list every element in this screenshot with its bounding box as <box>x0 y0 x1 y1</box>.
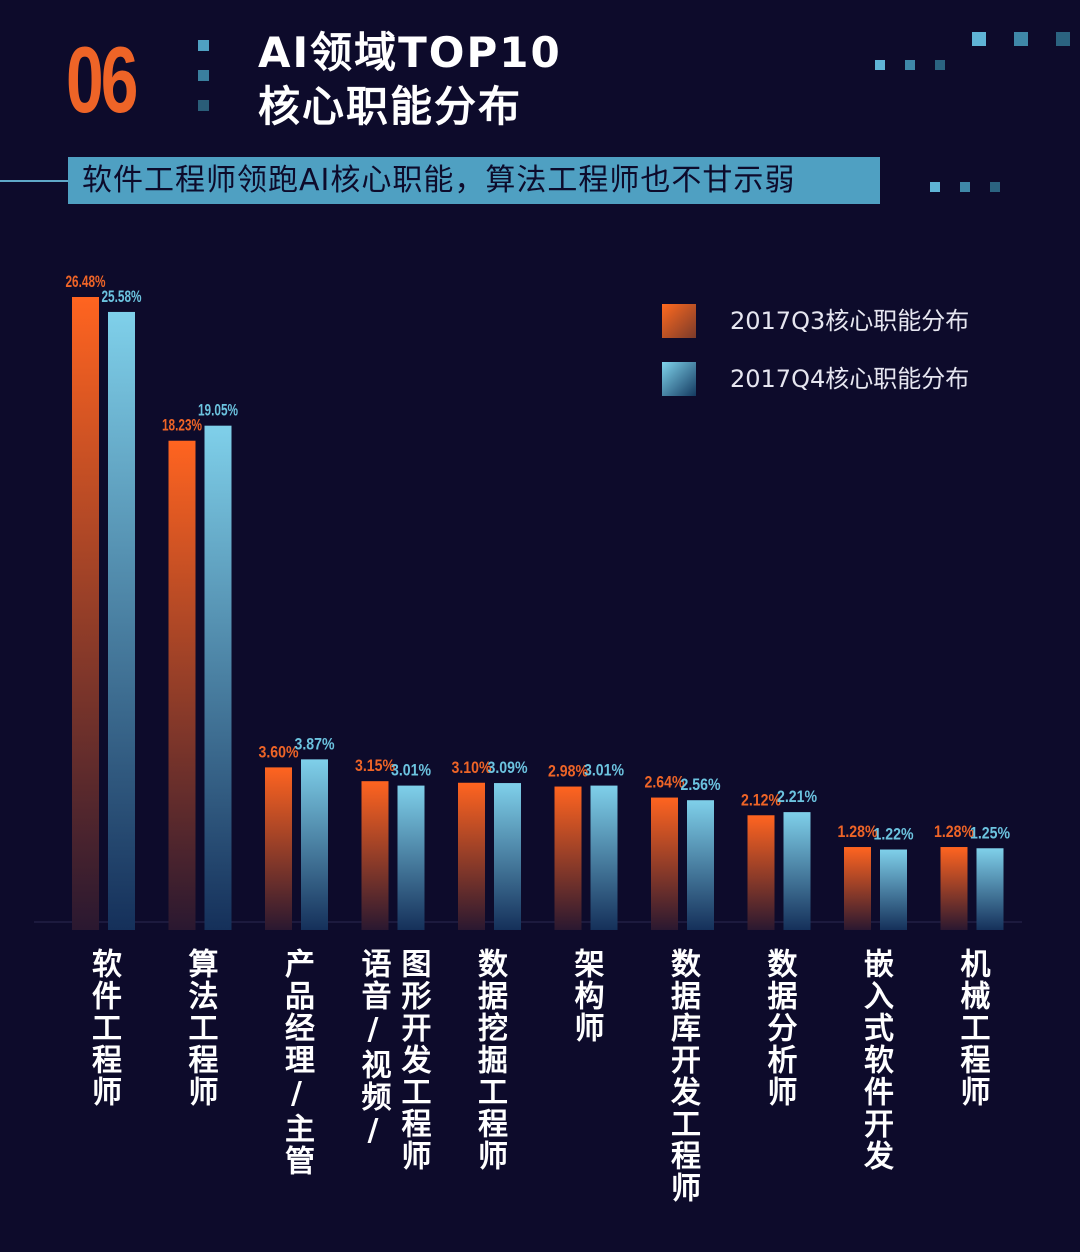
title-line-1: AI领域TOP10 <box>258 28 562 77</box>
category-label: 软件工程师 <box>86 948 121 1108</box>
category-label-text: 数据库开发工程师 <box>665 948 700 1204</box>
bar-q3 <box>168 440 196 930</box>
bar-q3 <box>72 297 99 930</box>
category-label-text: 产品经理/主管 <box>279 948 314 1177</box>
data-label-q4: 19.05% <box>198 401 238 420</box>
bar-q3 <box>361 781 389 930</box>
category-label-text: 软件工程师 <box>86 948 121 1108</box>
bar-q3 <box>747 815 775 930</box>
category-label-text: 机械工程师 <box>954 948 990 1108</box>
data-label-q4: 25.58% <box>102 287 142 306</box>
data-label-q3: 2.64% <box>645 773 685 792</box>
bar-q4 <box>494 783 521 930</box>
data-label-q4: 2.56% <box>681 775 721 794</box>
bar-q4 <box>880 849 907 930</box>
bar-q4 <box>397 785 425 930</box>
data-label-q3: 2.12% <box>741 790 781 809</box>
bar-q3 <box>458 782 485 930</box>
section-number: 06 <box>66 27 138 132</box>
category-label-text: 算法工程师 <box>182 948 218 1108</box>
subtitle-banner: 软件工程师领跑AI核心职能，算法工程师也不甘示弱 <box>68 157 880 204</box>
data-label-q3: 3.15% <box>355 756 395 775</box>
data-label-q4: 1.22% <box>874 825 914 844</box>
data-label-q3: 3.10% <box>452 758 492 777</box>
category-label: 语音/视频/图形开发工程师 <box>355 948 431 1172</box>
bar-q4 <box>204 425 232 930</box>
category-label: 架构师 <box>568 948 604 1044</box>
category-label-text: 图形开发工程师 <box>395 948 431 1172</box>
data-label-q3: 26.48% <box>66 272 106 291</box>
data-label-q4: 3.01% <box>391 761 431 780</box>
category-label: 产品经理/主管 <box>279 948 314 1177</box>
bar-q4 <box>783 812 811 930</box>
legend-swatch-q4 <box>662 362 696 396</box>
page-title: AI领域TOP10 核心职能分布 <box>258 26 562 134</box>
category-label: 数据库开发工程师 <box>665 948 700 1204</box>
category-label: 数据挖掘工程师 <box>472 948 507 1172</box>
category-label: 算法工程师 <box>182 948 218 1108</box>
data-label-q4: 1.25% <box>970 823 1010 842</box>
bar-q3 <box>554 786 582 930</box>
category-label: 数据分析师 <box>761 948 797 1108</box>
data-label-q3: 2.98% <box>548 762 588 781</box>
category-label-text: 架构师 <box>568 948 604 1044</box>
data-label-q3: 3.60% <box>259 742 299 761</box>
bar-q3 <box>940 847 968 930</box>
legend-label-q3: 2017Q3核心职能分布 <box>730 307 970 335</box>
subtitle-line <box>0 180 68 182</box>
legend-label-q4: 2017Q4核心职能分布 <box>730 365 970 393</box>
title-line-2: 核心职能分布 <box>258 82 523 131</box>
data-label-q3: 1.28% <box>934 822 974 841</box>
bar-q3 <box>651 797 678 930</box>
bar-q4 <box>976 848 1004 930</box>
bar-q3 <box>265 767 292 930</box>
legend-swatch-q3 <box>662 304 696 338</box>
category-label-text: 数据分析师 <box>761 948 797 1108</box>
bar-q4 <box>590 785 618 930</box>
data-label-q3: 1.28% <box>838 822 878 841</box>
data-label-q3: 18.23% <box>162 416 202 435</box>
data-label-q4: 3.87% <box>295 734 335 753</box>
data-label-q4: 3.09% <box>488 758 528 777</box>
category-label: 嵌入式软件开发 <box>858 948 893 1172</box>
data-label-q4: 3.01% <box>584 761 624 780</box>
bar-q3 <box>844 847 871 930</box>
category-label-text: 数据挖掘工程师 <box>472 948 507 1172</box>
data-label-q4: 2.21% <box>777 787 817 806</box>
bar-q4 <box>108 311 135 930</box>
category-label-text: 嵌入式软件开发 <box>858 948 893 1172</box>
category-label-text: 语音/视频/ <box>355 948 391 1150</box>
bar-q4 <box>687 800 714 930</box>
bar-q4 <box>301 759 328 930</box>
category-label: 机械工程师 <box>954 948 990 1108</box>
